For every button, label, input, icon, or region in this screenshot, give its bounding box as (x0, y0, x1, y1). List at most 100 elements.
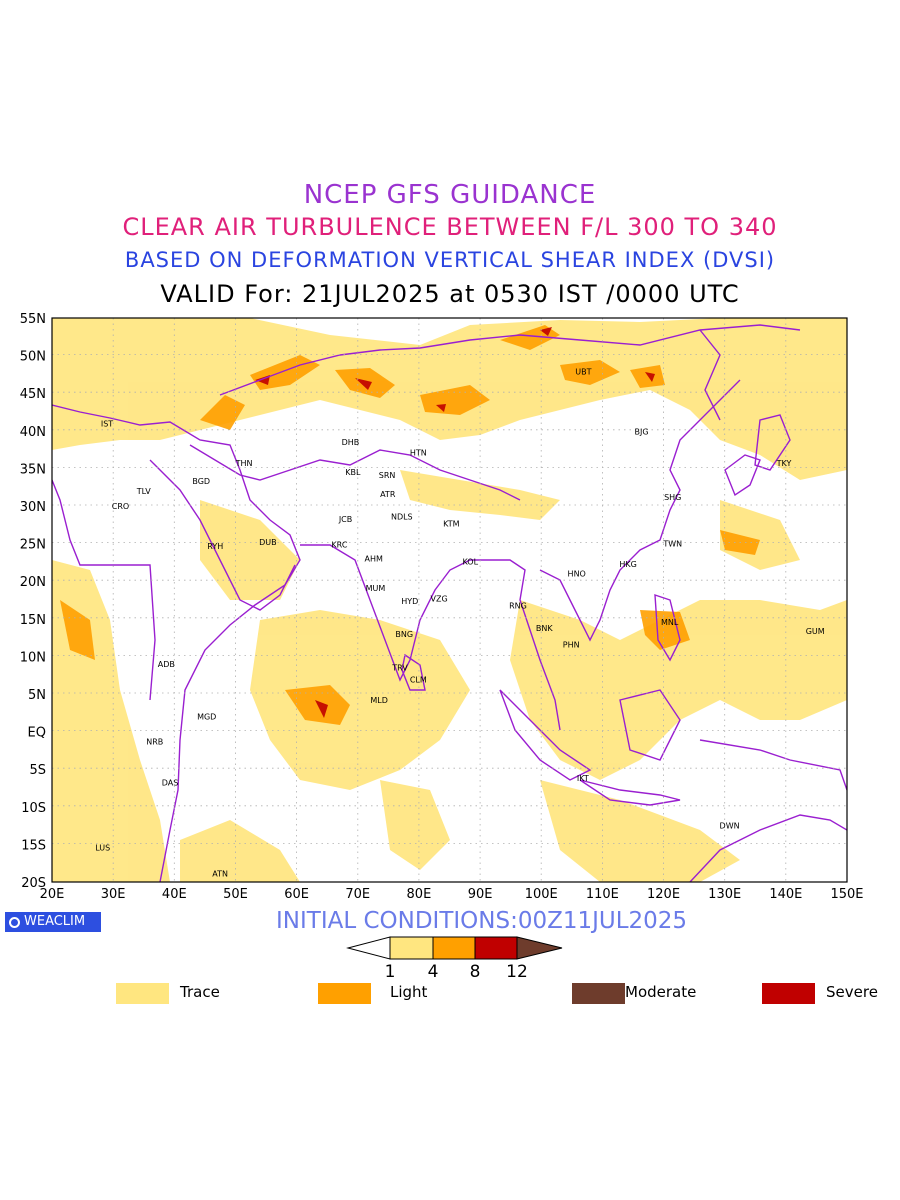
initial-conditions: INITIAL CONDITIONS:00Z11JUL2025 (276, 908, 688, 934)
longitude-labels: 20E 30E 40E 50E 60E 70E 80E 90E 100E 110E 120E 130E… (40, 887, 864, 902)
city-label-ubt: UBT (575, 367, 591, 376)
colorbar-tick-8: 8 (470, 962, 481, 980)
lat-label-eq: EQ (28, 726, 46, 741)
legend-swatch-severe (762, 983, 815, 1004)
city-label-ist: IST (101, 419, 113, 428)
colorbar: 1 4 8 12 (346, 936, 563, 980)
lon-label-50e: 50E (223, 887, 248, 902)
lon-label-30e: 30E (101, 887, 126, 902)
lat-label-20s: 20S (21, 876, 46, 891)
city-label-ndls: NDLS (391, 513, 413, 522)
city-label-mld: MLD (370, 696, 388, 705)
legend-label-trace: Trace (180, 983, 220, 1001)
city-label-hkg: HKG (619, 560, 636, 569)
city-label-mum: MUM (366, 584, 386, 593)
lon-label-20e: 20E (40, 887, 65, 902)
city-label-mgd: MGD (197, 713, 216, 722)
city-label-ikt: IKT (577, 774, 589, 783)
city-label-kol: KOL (463, 558, 479, 567)
grid-lines (52, 318, 847, 882)
lat-label-40n: 40N (20, 425, 46, 440)
colorbar-segment-2 (432, 936, 476, 960)
city-label-tlv: TLV (136, 487, 151, 496)
lat-label-30n: 30N (20, 500, 46, 515)
city-label-srn: SRN (379, 471, 396, 480)
city-label-cro: CRO (112, 502, 129, 511)
severe-areas (255, 327, 655, 718)
legend-label-severe: Severe (826, 983, 878, 1001)
lon-label-130e: 130E (708, 887, 741, 902)
city-label-ahm: AHM (364, 555, 382, 564)
colorbar-high-arrow (516, 936, 563, 960)
city-label-bng: BNG (395, 630, 413, 639)
city-label-trv: TRV (391, 664, 408, 673)
title-valid-time: VALID For: 21JUL2025 at 0530 IST /0000 U… (160, 280, 740, 308)
city-label-kbl: KBL (345, 468, 361, 477)
city-label-das: DAS (162, 779, 179, 788)
city-label-twn: TWN (662, 540, 682, 549)
colorbar-tick-12: 12 (506, 962, 528, 980)
lat-label-15n: 15N (20, 613, 46, 628)
lat-label-5s: 5S (29, 763, 46, 778)
legend-label-light: Light (390, 983, 428, 1001)
city-label-bnk: BNK (536, 624, 553, 633)
city-label-dwn: DWN (720, 822, 740, 831)
city-label-ktm: KTM (443, 519, 460, 528)
title-product: CLEAR AIR TURBULENCE BETWEEN F/L 300 TO … (122, 213, 778, 241)
city-label-lus: LUS (95, 843, 110, 852)
lat-label-25n: 25N (20, 538, 46, 553)
city-label-hno: HNO (568, 570, 586, 579)
legend-swatch-light (318, 983, 371, 1004)
city-label-vzg: VZG (431, 594, 448, 603)
title-model: NCEP GFS GUIDANCE (303, 180, 597, 210)
lon-label-40e: 40E (162, 887, 187, 902)
lon-label-60e: 60E (284, 887, 309, 902)
city-label-jcb: JCB (338, 515, 352, 524)
legend-swatch-trace (116, 983, 169, 1004)
legend-swatch-moderate (572, 983, 625, 1004)
logo-icon (9, 917, 20, 928)
city-label-dub: DUB (259, 538, 277, 547)
lon-label-150e: 150E (830, 887, 863, 902)
lon-label-80e: 80E (407, 887, 432, 902)
colorbar-tick-4: 4 (428, 962, 439, 980)
city-label-clm: CLM (410, 676, 427, 685)
city-label-phn: PHN (563, 640, 580, 649)
city-label-thn: THN (235, 459, 253, 468)
city-labels: IST TLV CRO BGD THN RYH DUB DHB KBL SRN ATR JCB NDLS… (95, 367, 825, 878)
city-label-tky: TKY (776, 459, 792, 468)
lat-label-35n: 35N (20, 462, 46, 477)
latitude-labels: 55N 50N 45N 40N 35N 30N 25N 20N 15N 10N 5N EQ 5S 10S 1… (20, 312, 46, 891)
lat-label-15s: 15S (21, 838, 46, 853)
city-label-dhb: DHB (342, 438, 360, 447)
city-label-bjg: BJG (634, 428, 648, 437)
city-label-krc: KRC (331, 540, 347, 549)
colorbar-segment-3 (474, 936, 518, 960)
lat-label-20n: 20N (20, 575, 46, 590)
lat-label-10n: 10N (20, 650, 46, 665)
lat-label-5n: 5N (28, 688, 46, 703)
lat-label-55n: 55N (20, 312, 46, 327)
map-frame (51, 317, 848, 883)
city-label-rng: RNG (509, 601, 527, 610)
city-label-shg: SHG (664, 493, 681, 502)
lat-label-45n: 45N (20, 387, 46, 402)
weaclim-logo: WEACLIM (5, 912, 101, 932)
city-label-atr: ATR (380, 490, 396, 499)
lon-label-70e: 70E (345, 887, 370, 902)
city-label-mnl: MNL (661, 618, 679, 627)
turbulence-map: IST TLV CRO BGD THN RYH DUB DHB KBL SRN ATR JCB NDLS… (20, 312, 864, 902)
city-label-nrb: NRB (146, 737, 163, 746)
lat-label-10s: 10S (21, 801, 46, 816)
colorbar-tick-1: 1 (385, 962, 396, 980)
city-label-atn: ATN (212, 870, 228, 879)
lon-label-110e: 110E (586, 887, 619, 902)
logo-text: WEACLIM (24, 914, 86, 929)
lat-label-50n: 50N (20, 350, 46, 365)
lon-label-90e: 90E (468, 887, 493, 902)
city-label-ryh: RYH (207, 542, 223, 551)
city-label-hyd: HYD (401, 597, 418, 606)
city-label-adb: ADB (158, 660, 175, 669)
legend-label-moderate: Moderate (625, 983, 697, 1001)
title-method: BASED ON DEFORMATION VERTICAL SHEAR INDE… (124, 248, 776, 272)
